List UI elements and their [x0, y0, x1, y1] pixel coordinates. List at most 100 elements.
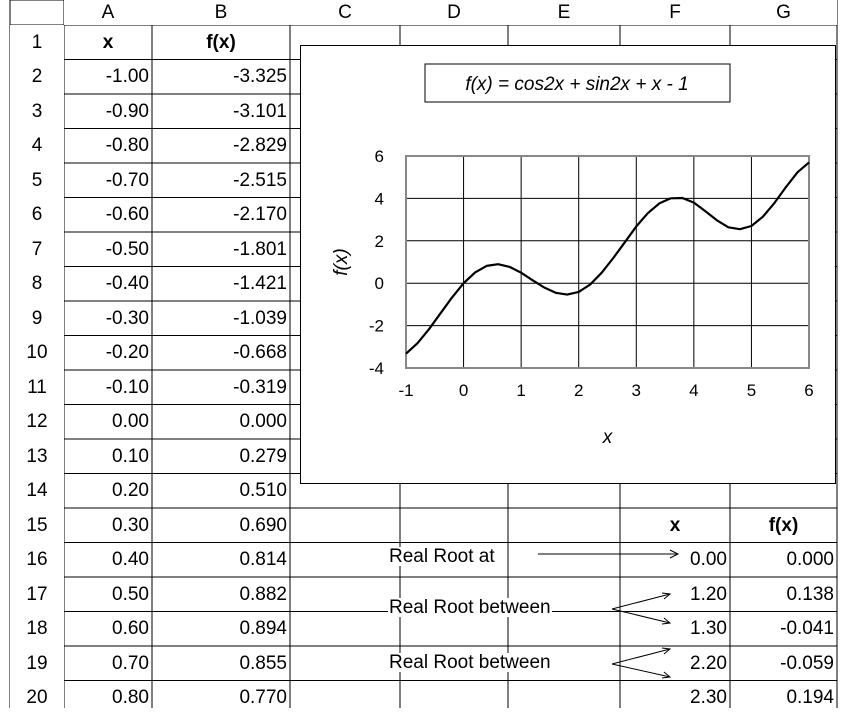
- x-tick-label: 0: [459, 381, 468, 400]
- cell-fx-value[interactable]: -0.319: [152, 370, 290, 405]
- cell-x-value[interactable]: -0.30: [64, 301, 152, 336]
- root-between-label-1: Real Root between: [388, 598, 552, 617]
- row-header-11[interactable]: 11: [10, 370, 64, 405]
- cell-fx-value[interactable]: 0.855: [152, 646, 290, 681]
- cell-x-value[interactable]: -0.70: [64, 163, 152, 198]
- cell-x-value[interactable]: 0.80: [64, 681, 152, 715]
- cell-fx-value[interactable]: -0.668: [152, 336, 290, 371]
- row-header-19[interactable]: 19: [10, 646, 64, 681]
- cell-x-value[interactable]: -0.10: [64, 370, 152, 405]
- cell-x-value[interactable]: -0.40: [64, 267, 152, 302]
- column-header-F[interactable]: F: [620, 0, 730, 25]
- root-fx-value[interactable]: 0.138: [730, 577, 837, 612]
- column-header-C[interactable]: C: [290, 0, 400, 25]
- root-fx-value[interactable]: 0.194: [730, 681, 837, 715]
- chart-title: f(x) = cos2x + sin2x + x - 1: [465, 74, 688, 95]
- cell-x-value[interactable]: 0.40: [64, 543, 152, 578]
- cell-fx-value[interactable]: 0.814: [152, 543, 290, 578]
- row-header-12[interactable]: 12: [10, 405, 64, 440]
- root-x-value[interactable]: 2.20: [620, 646, 730, 681]
- cell-fx-value[interactable]: 0.882: [152, 577, 290, 612]
- column-header-E[interactable]: E: [508, 0, 620, 25]
- cell-F15[interactable]: x: [620, 508, 730, 543]
- cell-fx-value[interactable]: -3.101: [152, 94, 290, 129]
- cell-fx-value[interactable]: 0.690: [152, 508, 290, 543]
- cell-fx-value[interactable]: 0.279: [152, 439, 290, 474]
- x-tick-label: 1: [516, 381, 525, 400]
- y-tick-label: -4: [369, 359, 384, 378]
- column-header-D[interactable]: D: [400, 0, 508, 25]
- cell-G15[interactable]: f(x): [730, 508, 837, 543]
- cell-x-value[interactable]: 0.30: [64, 508, 152, 543]
- cell-fx-value[interactable]: -2.170: [152, 198, 290, 233]
- cell-fx-value[interactable]: -2.515: [152, 163, 290, 198]
- row-header-1[interactable]: 1: [10, 25, 64, 60]
- cell-fx-value[interactable]: -2.829: [152, 129, 290, 164]
- cell-fx-value[interactable]: -1.039: [152, 301, 290, 336]
- cell-fx-value[interactable]: -1.801: [152, 232, 290, 267]
- row-header-15[interactable]: 15: [10, 508, 64, 543]
- plot-area: [406, 156, 809, 368]
- root-at-label: Real Root at: [388, 547, 496, 566]
- cell-fx-value[interactable]: 0.510: [152, 474, 290, 509]
- cell-x-value[interactable]: -0.60: [64, 198, 152, 233]
- root-fx-value[interactable]: 0.000: [730, 543, 837, 578]
- column-header-G[interactable]: G: [730, 0, 837, 25]
- cell-fx-value[interactable]: 0.000: [152, 405, 290, 440]
- x-tick-label: 2: [574, 381, 583, 400]
- cell-fx-value[interactable]: -3.325: [152, 60, 290, 95]
- row-header-2[interactable]: 2: [10, 60, 64, 95]
- row-header-7[interactable]: 7: [10, 232, 64, 267]
- row-header-13[interactable]: 13: [10, 439, 64, 474]
- root-fx-value[interactable]: -0.059: [730, 646, 837, 681]
- x-tick-label: -1: [398, 381, 413, 400]
- row-header-8[interactable]: 8: [10, 267, 64, 302]
- cell-x-value[interactable]: -0.80: [64, 129, 152, 164]
- cell-fx-value[interactable]: 0.894: [152, 612, 290, 647]
- row-header-20[interactable]: 20: [10, 681, 64, 715]
- cell-x-value[interactable]: 0.50: [64, 577, 152, 612]
- series-line: [406, 162, 809, 353]
- cell-x-value[interactable]: 0.10: [64, 439, 152, 474]
- root-fx-value[interactable]: -0.041: [730, 612, 837, 647]
- root-x-value[interactable]: 1.30: [620, 612, 730, 647]
- cell-fx-value[interactable]: 0.770: [152, 681, 290, 715]
- cell-B1[interactable]: f(x): [152, 25, 290, 60]
- x-tick-label: 6: [804, 381, 813, 400]
- cell-x-value[interactable]: -1.00: [64, 60, 152, 95]
- row-header-9[interactable]: 9: [10, 301, 64, 336]
- row-header-16[interactable]: 16: [10, 543, 64, 578]
- row-header-18[interactable]: 18: [10, 612, 64, 647]
- cell-x-value[interactable]: -0.90: [64, 94, 152, 129]
- y-tick-label: 4: [375, 189, 384, 208]
- cell-x-value[interactable]: -0.20: [64, 336, 152, 371]
- cell-x-value[interactable]: 0.60: [64, 612, 152, 647]
- cell-x-value[interactable]: -0.50: [64, 232, 152, 267]
- y-tick-label: -2: [369, 317, 384, 336]
- x-tick-label: 4: [689, 381, 698, 400]
- cell-A1[interactable]: x: [64, 25, 152, 60]
- cell-x-value[interactable]: 0.00: [64, 405, 152, 440]
- column-header-B[interactable]: B: [152, 0, 290, 25]
- x-tick-label: 3: [632, 381, 641, 400]
- cell-fx-value[interactable]: -1.421: [152, 267, 290, 302]
- root-x-value[interactable]: 0.00: [620, 543, 730, 578]
- column-header-A[interactable]: A: [64, 0, 152, 25]
- row-header-5[interactable]: 5: [10, 163, 64, 198]
- row-header-3[interactable]: 3: [10, 94, 64, 129]
- cell-x-value[interactable]: 0.70: [64, 646, 152, 681]
- row-header-4[interactable]: 4: [10, 129, 64, 164]
- row-header-6[interactable]: 6: [10, 198, 64, 233]
- y-tick-label: 2: [375, 232, 384, 251]
- row-header-14[interactable]: 14: [10, 474, 64, 509]
- x-axis-label: x: [602, 427, 614, 448]
- row-header-10[interactable]: 10: [10, 336, 64, 371]
- row-header-17[interactable]: 17: [10, 577, 64, 612]
- cell-x-value[interactable]: 0.20: [64, 474, 152, 509]
- root-x-value[interactable]: 1.20: [620, 577, 730, 612]
- root-between-label-2: Real Root between: [388, 653, 552, 672]
- root-x-value[interactable]: 2.30: [620, 681, 730, 715]
